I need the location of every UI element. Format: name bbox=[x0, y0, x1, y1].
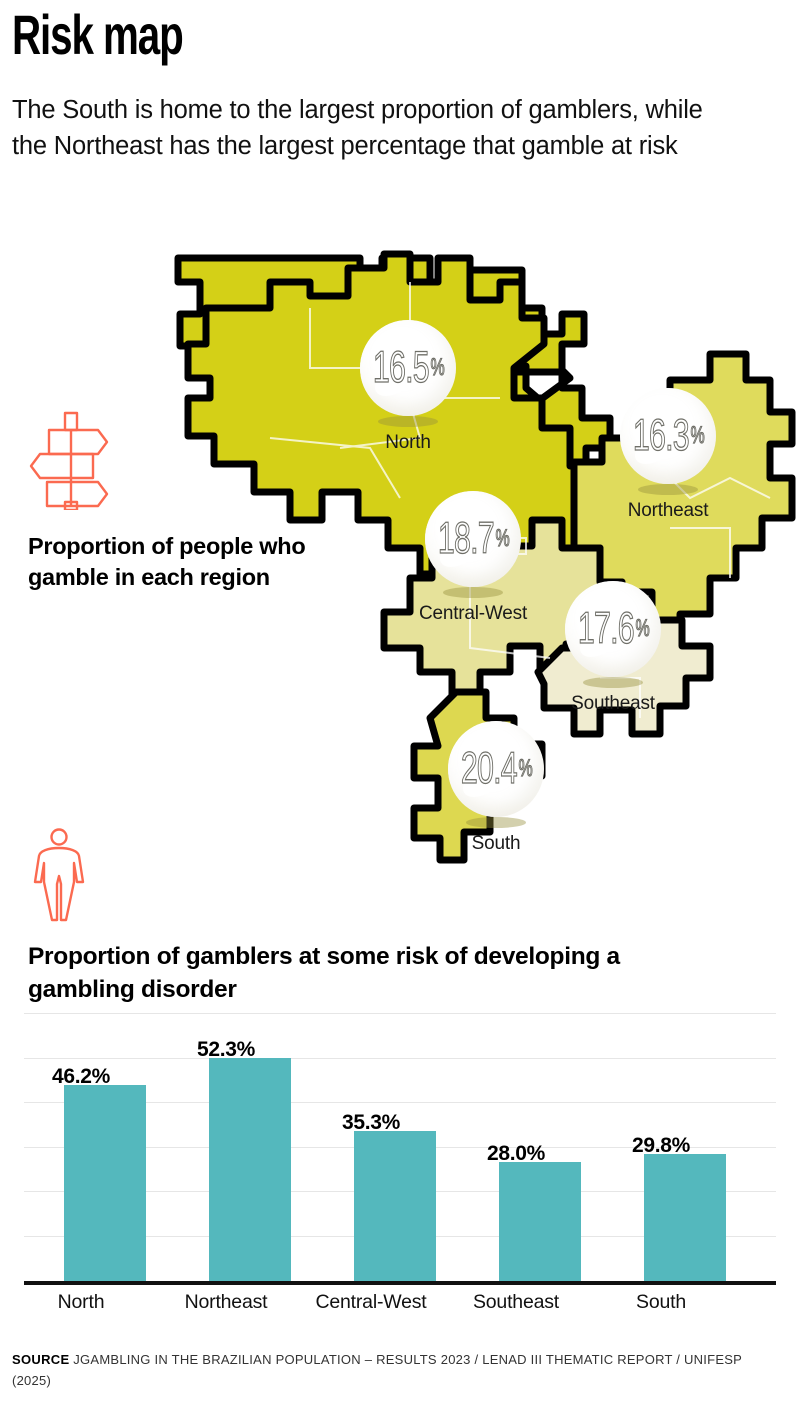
bar-category-northeast: Northeast bbox=[184, 1291, 268, 1313]
bubble-value-northeast: 16.3% bbox=[632, 410, 705, 461]
grid-line bbox=[24, 1013, 776, 1014]
bar-north bbox=[64, 1085, 146, 1281]
source-text: JGAMBLING IN THE BRAZILIAN POPULATION – … bbox=[12, 1352, 742, 1388]
source-footer: SOURCE JGAMBLING IN THE BRAZILIAN POPULA… bbox=[12, 1349, 782, 1391]
chart-legend: Proportion of gamblers at some risk of d… bbox=[28, 828, 668, 1006]
map-label-southeast: Southeast bbox=[571, 693, 655, 714]
bar-category-southeast: Southeast bbox=[472, 1291, 560, 1313]
brazil-region-map: 16.5% North 16.3% Northeast 18.7% Ce bbox=[170, 248, 800, 918]
bar-southeast bbox=[499, 1162, 581, 1281]
bar-value-northeast: 52.3% bbox=[196, 1038, 256, 1061]
map-legend: Proportion of people who gamble in each … bbox=[28, 410, 348, 593]
bar-value-southeast: 28.0% bbox=[486, 1142, 546, 1165]
map-label-south: South bbox=[471, 833, 521, 854]
bubble-value-central-west: 18.7% bbox=[437, 513, 510, 564]
bar-category-south: South bbox=[636, 1291, 686, 1313]
bar-central-west bbox=[354, 1131, 436, 1281]
bar-value-north: 46.2% bbox=[51, 1065, 111, 1088]
bar-category-central-west: Central-West bbox=[315, 1291, 427, 1313]
bubble-circle-south: 20.4% bbox=[448, 721, 544, 817]
map-legend-title: Proportion of people who gamble in each … bbox=[28, 533, 306, 590]
chart-axis-line bbox=[24, 1281, 776, 1285]
person-icon bbox=[28, 828, 668, 927]
bar-value-south: 29.8% bbox=[631, 1134, 691, 1157]
chart-legend-title: Proportion of gamblers at some risk of d… bbox=[28, 943, 620, 1003]
grid-line bbox=[24, 1102, 776, 1103]
map-label-northeast: Northeast bbox=[627, 500, 709, 521]
bubble-circle-central-west: 18.7% bbox=[425, 491, 521, 587]
page-subtitle: The South is home to the largest proport… bbox=[12, 96, 703, 160]
bubble-circle-northeast: 16.3% bbox=[620, 388, 716, 484]
bar-value-central-west: 35.3% bbox=[341, 1111, 401, 1134]
source-label: SOURCE bbox=[12, 1352, 70, 1367]
map-label-central-west: Central-West bbox=[418, 603, 528, 624]
signpost-icon bbox=[28, 410, 348, 515]
grid-line bbox=[24, 1058, 776, 1059]
bubble-circle-southeast: 17.6% bbox=[565, 581, 661, 677]
bubble-value-south: 20.4% bbox=[460, 743, 533, 794]
bubble-value-north: 16.5% bbox=[372, 342, 445, 393]
bar-south bbox=[644, 1154, 726, 1281]
bar-category-north: North bbox=[57, 1291, 105, 1313]
bar-northeast bbox=[209, 1058, 291, 1281]
bubble-value-southeast: 17.6% bbox=[577, 603, 650, 654]
bubble-circle-north: 16.5% bbox=[360, 320, 456, 416]
map-label-north: North bbox=[385, 432, 431, 453]
page-title: Risk map bbox=[12, 3, 184, 66]
risk-bar-chart bbox=[24, 1013, 776, 1285]
